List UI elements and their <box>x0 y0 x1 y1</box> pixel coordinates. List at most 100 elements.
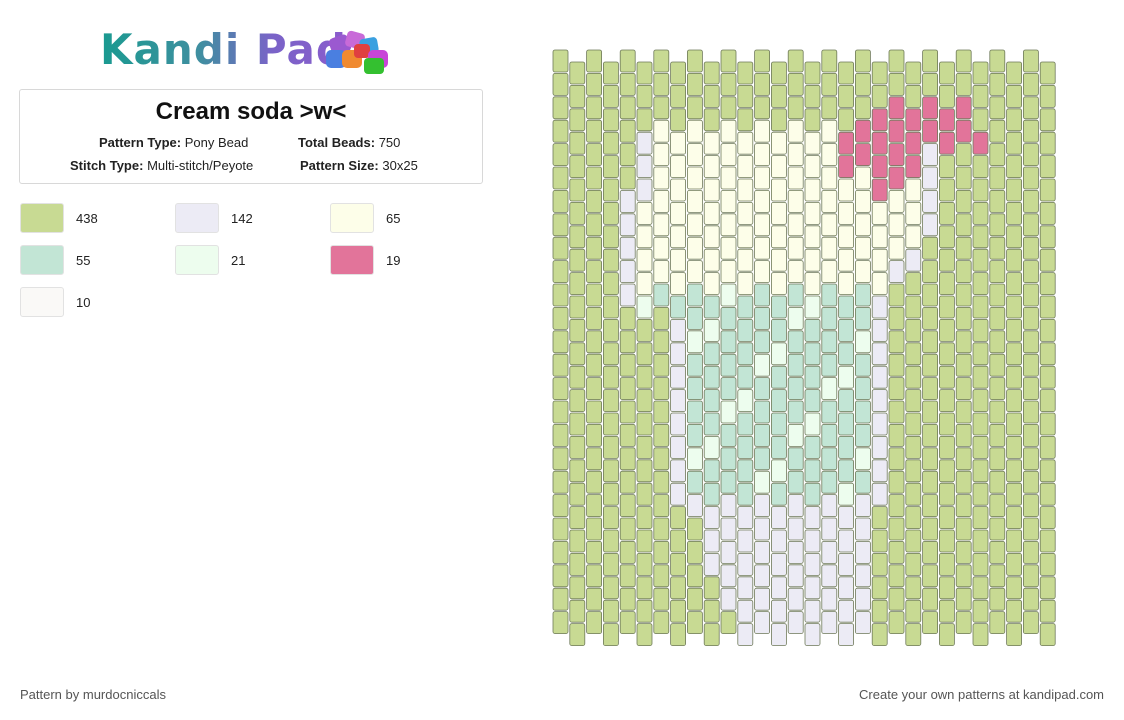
bead[interactable] <box>703 342 720 366</box>
bead[interactable] <box>888 236 905 260</box>
bead[interactable] <box>569 61 586 85</box>
bead[interactable] <box>569 506 586 530</box>
bead[interactable] <box>1039 61 1056 85</box>
bead[interactable] <box>821 236 838 260</box>
bead[interactable] <box>922 470 938 494</box>
bead[interactable] <box>787 564 804 588</box>
bead[interactable] <box>569 295 586 319</box>
bead[interactable] <box>636 108 653 132</box>
bead[interactable] <box>586 73 602 96</box>
bead[interactable] <box>838 412 854 436</box>
bead[interactable] <box>855 541 871 564</box>
bead[interactable] <box>670 272 686 296</box>
bead[interactable] <box>687 213 703 237</box>
bead[interactable] <box>804 61 821 85</box>
bead[interactable] <box>771 318 787 342</box>
bead[interactable] <box>653 587 670 611</box>
bead[interactable] <box>804 459 821 483</box>
bead[interactable] <box>653 470 670 494</box>
bead[interactable] <box>737 131 754 155</box>
bead[interactable] <box>586 166 602 190</box>
bead[interactable] <box>1023 353 1039 377</box>
bead[interactable] <box>720 517 737 541</box>
bead[interactable] <box>653 49 670 73</box>
bead[interactable] <box>905 482 922 506</box>
bead[interactable] <box>939 412 955 436</box>
bead[interactable] <box>821 353 838 377</box>
bead[interactable] <box>687 306 703 330</box>
bead[interactable] <box>855 353 871 377</box>
bead[interactable] <box>653 611 670 634</box>
bead[interactable] <box>703 529 720 553</box>
bead[interactable] <box>603 599 619 623</box>
bead[interactable] <box>737 295 754 319</box>
bead[interactable] <box>905 435 922 459</box>
bead[interactable] <box>871 459 888 483</box>
bead[interactable] <box>636 389 653 413</box>
bead[interactable] <box>586 447 602 471</box>
bead[interactable] <box>619 49 636 73</box>
bead[interactable] <box>619 143 636 167</box>
bead[interactable] <box>821 119 838 143</box>
bead[interactable] <box>703 435 720 459</box>
bead[interactable] <box>922 189 938 213</box>
bead[interactable] <box>720 73 737 96</box>
bead[interactable] <box>838 529 854 553</box>
bead[interactable] <box>687 260 703 284</box>
bead[interactable] <box>754 143 770 167</box>
bead[interactable] <box>1039 131 1056 155</box>
bead[interactable] <box>1039 318 1056 342</box>
bead[interactable] <box>905 623 922 646</box>
bead[interactable] <box>1006 155 1022 179</box>
bead[interactable] <box>905 108 922 132</box>
bead[interactable] <box>771 576 787 600</box>
bead[interactable] <box>989 353 1006 377</box>
bead[interactable] <box>787 423 804 447</box>
bead[interactable] <box>603 295 619 319</box>
bead[interactable] <box>552 236 569 260</box>
bead[interactable] <box>787 400 804 424</box>
bead[interactable] <box>636 201 653 225</box>
bead[interactable] <box>552 166 569 190</box>
bead[interactable] <box>1006 435 1022 459</box>
bead[interactable] <box>771 85 787 108</box>
bead[interactable] <box>989 189 1006 213</box>
bead[interactable] <box>569 553 586 576</box>
bead[interactable] <box>787 236 804 260</box>
bead[interactable] <box>720 541 737 564</box>
bead[interactable] <box>720 49 737 73</box>
bead[interactable] <box>754 611 770 634</box>
bead[interactable] <box>586 283 602 307</box>
bead[interactable] <box>821 283 838 307</box>
bead[interactable] <box>787 73 804 96</box>
bead[interactable] <box>922 166 938 190</box>
bead[interactable] <box>989 541 1006 564</box>
bead[interactable] <box>603 61 619 85</box>
bead[interactable] <box>619 423 636 447</box>
bead[interactable] <box>603 459 619 483</box>
bead[interactable] <box>703 272 720 296</box>
bead[interactable] <box>888 189 905 213</box>
bead[interactable] <box>603 272 619 296</box>
bead[interactable] <box>703 623 720 646</box>
bead[interactable] <box>922 306 938 330</box>
bead[interactable] <box>787 306 804 330</box>
bead[interactable] <box>569 272 586 296</box>
bead[interactable] <box>569 576 586 600</box>
bead[interactable] <box>703 553 720 576</box>
bead[interactable] <box>754 494 770 518</box>
bead[interactable] <box>720 166 737 190</box>
bead[interactable] <box>922 143 938 167</box>
bead[interactable] <box>720 353 737 377</box>
bead[interactable] <box>855 119 871 143</box>
bead[interactable] <box>787 517 804 541</box>
bead[interactable] <box>687 400 703 424</box>
bead[interactable] <box>771 225 787 249</box>
bead[interactable] <box>670 225 686 249</box>
bead[interactable] <box>989 73 1006 96</box>
bead[interactable] <box>922 541 938 564</box>
bead[interactable] <box>804 342 821 366</box>
bead[interactable] <box>939 482 955 506</box>
bead[interactable] <box>804 248 821 272</box>
bead[interactable] <box>569 389 586 413</box>
